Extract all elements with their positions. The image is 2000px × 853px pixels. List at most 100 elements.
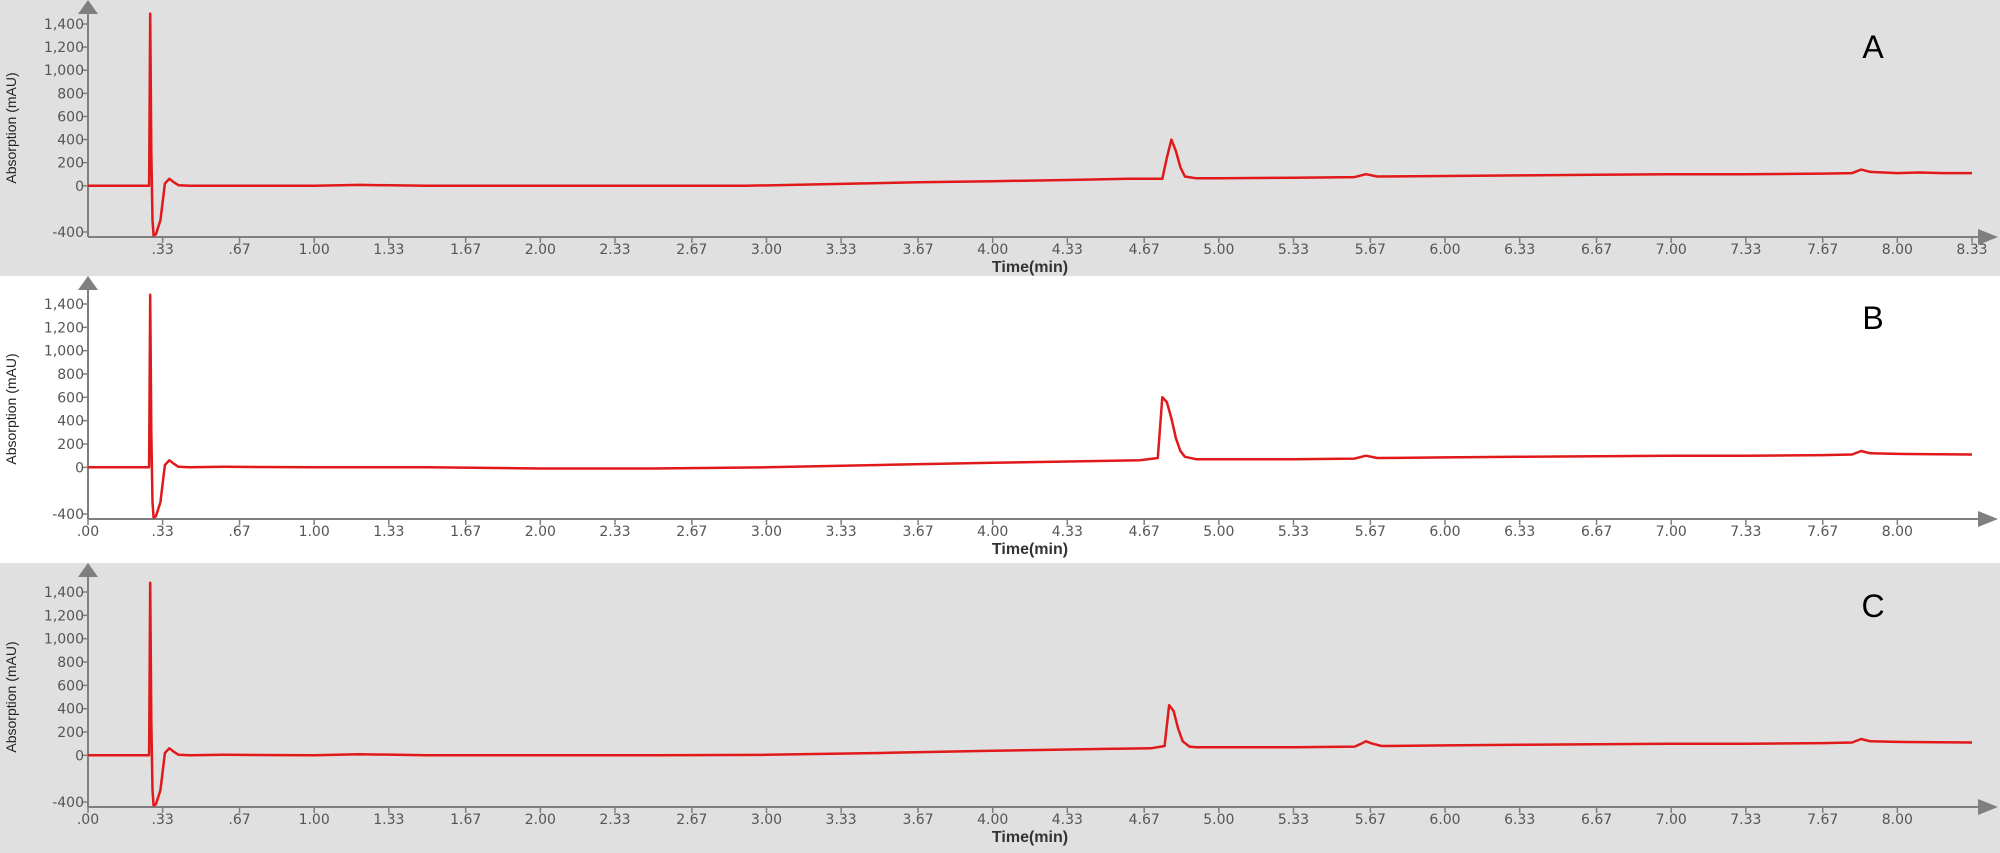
x-tick-label: 3.33 [826,242,857,258]
chart-panel-a: -400 0 200 400 600 800 1,000 1,200 1,400 .33 .67 1.… [0,0,2000,276]
y-axis-arrow [78,0,98,14]
x-tick-label: 8.00 [1882,242,1913,258]
chart-panel-b: -400 0 200 400 600 800 1,000 1,200 1,400 .00 .33 .6… [0,276,2000,563]
x-tick-label: 3.67 [902,242,933,258]
chart-panel-c: -400 0 200 400 600 800 1,000 1,200 1,400 .00 .33 .6… [0,563,2000,853]
y-tick-label: 800 [57,367,84,383]
x-tick-label: 5.00 [1203,812,1234,828]
y-axis-title: Absorption (mAU) [3,72,19,183]
y-tick-label: 1,000 [44,63,84,79]
x-tick-label: 1.67 [450,524,481,540]
panel-label: C [1861,588,1884,624]
x-tick-label: 3.00 [751,524,782,540]
y-tick-label: 200 [57,437,84,453]
y-tick-label: 1,200 [44,320,84,336]
x-axis-title: Time(min) [992,829,1068,846]
x-tick-label: 3.33 [826,812,857,828]
x-tick-label: 3.00 [751,242,782,258]
x-tick-label: 5.00 [1203,242,1234,258]
x-tick-label: 1.33 [373,524,404,540]
y-tick-label: 1,400 [44,297,84,313]
x-tick-label: 4.33 [1052,242,1083,258]
x-tick-label: 8.00 [1882,812,1913,828]
x-tick-label: 6.67 [1581,812,1612,828]
x-tick-label: 7.33 [1730,812,1761,828]
x-tick-label: .33 [152,812,174,828]
x-tick-label: 5.67 [1355,242,1386,258]
x-tick-label: 5.67 [1355,524,1386,540]
panel-label: B [1862,300,1883,336]
y-tick-label: 1,000 [44,344,84,360]
x-tick-label: 7.67 [1807,242,1838,258]
x-tick-label: .33 [152,242,174,258]
x-tick-label: 4.00 [977,812,1008,828]
y-tick-label: 600 [57,109,84,125]
x-tick-label: 7.67 [1807,524,1838,540]
x-tick-label: 1.00 [299,242,330,258]
y-tick-label: 800 [57,86,84,102]
panel-background [0,276,2000,563]
x-tick-label: 5.33 [1278,242,1309,258]
x-tick-label: 2.00 [525,242,556,258]
x-tick-label: 2.33 [599,524,630,540]
y-tick-label: 1,000 [44,632,84,648]
x-tick-label: 1.67 [450,812,481,828]
panel-background [0,0,2000,276]
y-tick-label: 1,400 [44,585,84,601]
x-tick-label: 8.33 [1956,242,1987,258]
y-axis-arrow [78,276,98,290]
x-tick-label: 6.00 [1429,812,1460,828]
x-tick-label: 3.67 [902,524,933,540]
x-axis-arrow [1978,229,1998,245]
y-tick-label: 400 [57,414,84,430]
x-tick-label: 2.00 [525,524,556,540]
x-tick-label: 3.00 [751,812,782,828]
y-tick-label: -400 [52,507,84,523]
x-tick-label: 6.67 [1581,524,1612,540]
x-tick-label: 4.67 [1129,242,1160,258]
x-tick-label: 4.00 [977,524,1008,540]
x-tick-label: 4.67 [1129,812,1160,828]
x-tick-label: 6.33 [1504,524,1535,540]
x-tick-label: 2.67 [676,242,707,258]
x-tick-label: .67 [228,524,250,540]
x-tick-label: 6.00 [1429,524,1460,540]
x-tick-label: 8.00 [1882,524,1913,540]
x-tick-label: 1.67 [450,242,481,258]
y-tick-label: 800 [57,655,84,671]
x-axis-title: Time(min) [992,259,1068,276]
x-tick-label: 4.33 [1052,812,1083,828]
x-tick-label: 1.00 [299,812,330,828]
y-tick-label: 200 [57,156,84,172]
x-tick-label: 4.67 [1129,524,1160,540]
x-tick-label: 3.33 [826,524,857,540]
x-axis-arrow [1978,799,1998,815]
x-tick-label: 4.00 [977,242,1008,258]
y-tick-label: 1,200 [44,608,84,624]
x-tick-label: 1.33 [373,242,404,258]
y-axis-arrow [78,563,98,577]
y-tick-label: 600 [57,678,84,694]
x-tick-label: 5.00 [1203,524,1234,540]
x-tick-label: .67 [228,242,250,258]
x-tick-label: 6.67 [1581,242,1612,258]
y-tick-label: 0 [75,460,84,476]
y-tick-label: 400 [57,702,84,718]
y-axis-title: Absorption (mAU) [3,641,19,752]
y-tick-label: 0 [75,748,84,764]
x-tick-label: .33 [152,524,174,540]
y-tick-label: -400 [52,795,84,811]
x-tick-label: 2.33 [599,242,630,258]
x-tick-label: 1.00 [299,524,330,540]
y-tick-label: 1,400 [44,17,84,33]
series-line [88,293,1973,519]
x-tick-label: 2.33 [599,812,630,828]
x-tick-label: 5.33 [1278,524,1309,540]
x-tick-label: 6.00 [1429,242,1460,258]
panel-background [0,563,2000,853]
x-tick-label: 3.67 [902,812,933,828]
x-tick-label: 6.33 [1504,242,1535,258]
x-tick-label: 4.33 [1052,524,1083,540]
x-axis-title: Time(min) [992,541,1068,558]
